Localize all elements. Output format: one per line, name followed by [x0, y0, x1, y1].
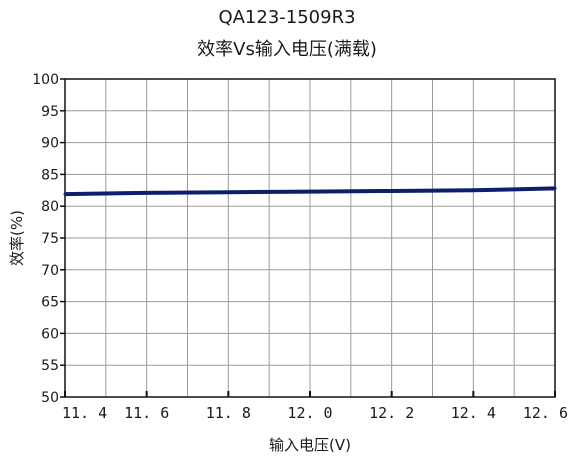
y-tick-label: 95 [41, 104, 59, 120]
y-tick-label: 85 [41, 167, 59, 183]
y-tick-label: 100 [32, 72, 59, 88]
y-tick-label: 80 [41, 199, 59, 215]
y-tick-label: 75 [41, 231, 59, 247]
x-tick-label: 11. 4 [62, 404, 107, 422]
y-tick-label: 55 [41, 358, 59, 374]
y-tick-label: 65 [41, 295, 59, 311]
x-axis-label: 输入电压(V) [269, 436, 351, 454]
series-point [227, 191, 230, 194]
series-point [64, 193, 67, 196]
series-point [145, 191, 148, 194]
series-point [390, 189, 393, 192]
y-axis-label: 效率(%) [8, 210, 26, 266]
y-tick-label: 50 [41, 390, 59, 406]
series-point [554, 187, 557, 190]
series-point [472, 189, 475, 192]
x-tick-label: 12. 6 [523, 404, 568, 422]
y-tick-label: 60 [41, 326, 59, 342]
grid [65, 79, 555, 397]
x-tick-label: 12. 0 [287, 404, 332, 422]
y-tick-label: 70 [41, 263, 59, 279]
series-point [309, 190, 312, 193]
x-tick-label: 12. 2 [369, 404, 414, 422]
tick-labels: 50 55 60 65 70 75 80 85 90 95 100 11. 4 11. 6 11. 8 12… [32, 72, 568, 422]
x-tick-label: 11. 8 [206, 404, 251, 422]
x-tick-label: 12. 4 [451, 404, 496, 422]
y-tick-label: 90 [41, 136, 59, 152]
x-tick-label: 11. 6 [124, 404, 169, 422]
